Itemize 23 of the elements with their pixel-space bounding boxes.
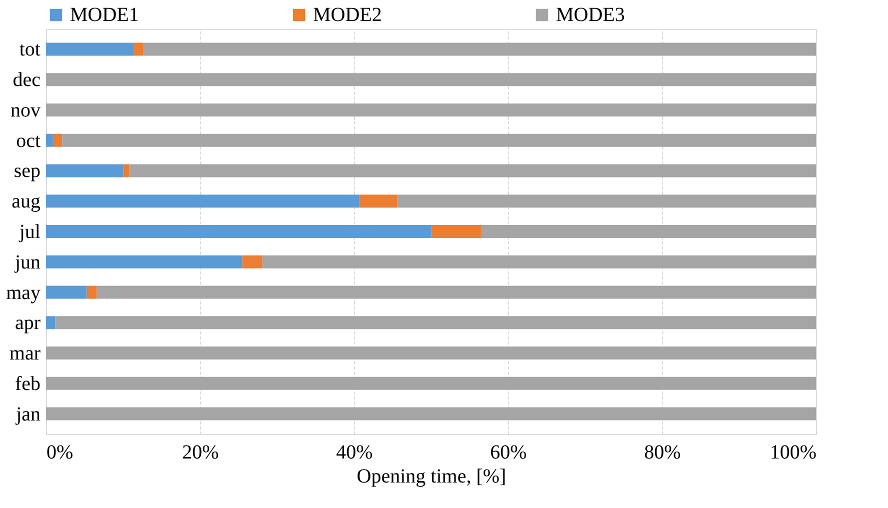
y-tick-label: dec [12,69,41,92]
y-tick-label: feb [14,372,40,395]
y-tick-label: aug [12,190,40,213]
x-tick-label: 20% [182,442,219,464]
x-tick-label: 80% [644,442,681,464]
y-tick-label: sep [14,160,40,182]
x-axis-title: Opening time, [%] [356,466,506,488]
y-tick-label: jan [15,403,40,426]
x-tick-label: 100% [770,442,816,464]
y-tick-label: nov [10,99,40,122]
y-tick-label: oct [16,130,41,152]
y-tick-label: jun [14,251,40,274]
y-tick-label: tot [19,38,41,61]
x-tick-label: 60% [490,442,527,464]
legend-label: MODE1 [70,4,139,26]
y-tick-label: mar [9,342,41,365]
legend-label: MODE2 [313,4,382,26]
y-tick-label: apr [14,312,41,334]
y-tick-label: jul [18,221,41,243]
y-tick-label: may [6,282,40,304]
x-tick-label: 40% [336,442,373,464]
legend-label: MODE3 [556,4,625,26]
x-tick-label: 0% [46,442,74,464]
